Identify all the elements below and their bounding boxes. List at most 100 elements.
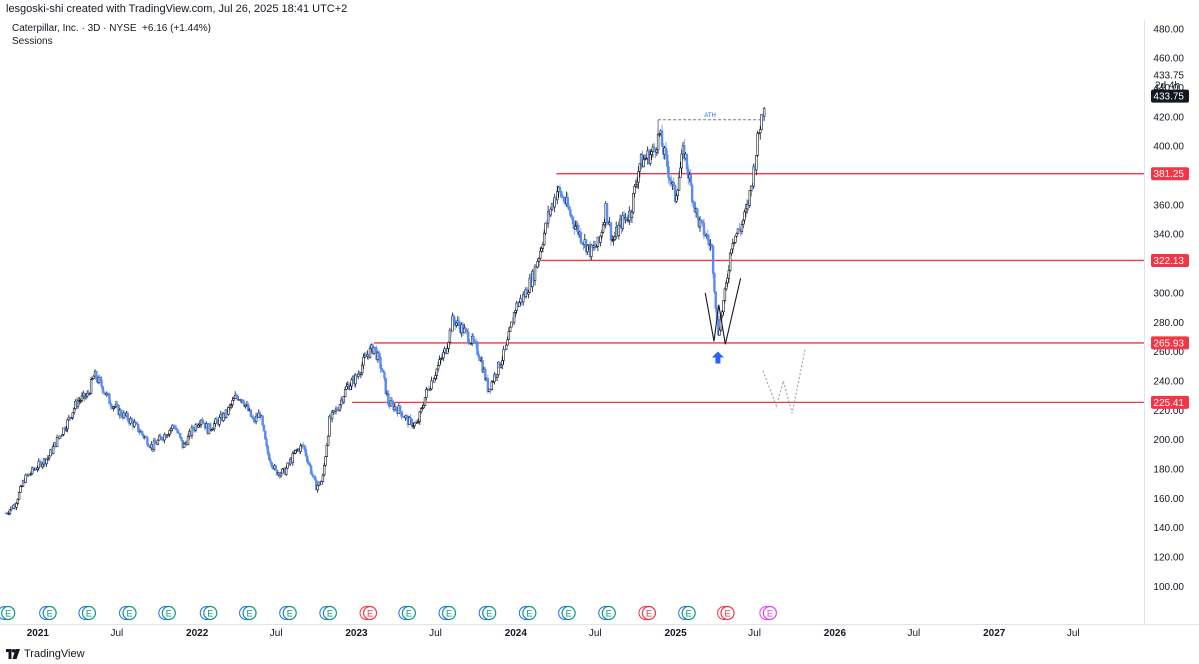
candle-body <box>265 438 268 447</box>
last-price-badge <box>1151 89 1189 103</box>
candle-body <box>439 358 442 361</box>
candle-body <box>336 408 339 411</box>
candle-body <box>469 342 473 345</box>
candle-body <box>349 385 352 390</box>
candle-body <box>723 288 727 301</box>
earnings-icon <box>681 605 696 621</box>
time-tick-label: 2023 <box>345 628 368 639</box>
symbol-title[interactable]: Caterpillar, Inc. · 3D · NYSE <box>12 23 137 34</box>
candle-body <box>21 480 25 487</box>
candle-body <box>537 257 541 262</box>
time-tick-label: Jul <box>589 628 602 639</box>
candle-body <box>418 411 421 422</box>
candle-body <box>603 222 606 226</box>
candle-body <box>214 418 217 424</box>
candle-body <box>120 409 123 417</box>
candle-body <box>698 219 702 228</box>
arrow-up-icon <box>711 351 724 364</box>
candle-body <box>718 329 721 336</box>
candle-body <box>95 371 98 380</box>
candle-body <box>491 381 495 383</box>
symbol-row: Caterpillar, Inc. · 3D · NYSE +6.16 (+1.… <box>12 22 211 35</box>
time-tick-label: Jul <box>110 628 123 639</box>
level-price-badge <box>1151 167 1189 181</box>
candle-body <box>168 430 171 435</box>
candle-body <box>673 184 677 202</box>
price-tick-label: 100.00 <box>1153 582 1184 593</box>
candle-body <box>728 252 732 271</box>
earnings-label: E <box>247 609 253 619</box>
sessions-indicator[interactable]: Sessions <box>12 36 53 47</box>
candle-body <box>566 197 569 208</box>
candle-body <box>493 374 496 383</box>
candle-body <box>198 423 202 426</box>
candle-body <box>626 219 630 222</box>
candle-body <box>313 475 317 481</box>
candle-body <box>577 225 580 235</box>
candle-body <box>305 455 309 462</box>
candle-body <box>484 368 487 381</box>
candle-body <box>605 203 609 222</box>
candle-body <box>235 394 238 397</box>
candle-body <box>595 246 598 248</box>
candle-body <box>7 513 10 515</box>
candle-body <box>525 289 529 295</box>
earnings-icon <box>1 605 16 621</box>
candle-body <box>304 448 308 457</box>
candle-body <box>67 416 71 421</box>
level-price-label: 322.13 <box>1153 256 1184 267</box>
chart-legend: Caterpillar, Inc. · 3D · NYSE +6.16 (+1.… <box>12 22 211 48</box>
candle-body <box>320 481 323 485</box>
candle-body <box>230 404 233 406</box>
candle-body <box>432 378 436 383</box>
price-tick-label: 200.00 <box>1153 435 1184 446</box>
earnings-label: E <box>446 609 452 619</box>
price-tick-label: 340.00 <box>1153 230 1184 241</box>
price-axis[interactable]: 100.00 120.00 140.00 160.00 180.00 200.00 220.… <box>1151 24 1189 593</box>
candle-body <box>70 417 73 419</box>
candle-body <box>417 421 420 423</box>
candle-body <box>501 360 504 366</box>
candle-body <box>241 399 245 404</box>
candle-body <box>666 154 669 168</box>
candle-body <box>211 428 215 431</box>
candle-body <box>292 452 296 455</box>
candle-body <box>140 430 144 435</box>
candle-body <box>696 208 699 218</box>
candle-body <box>80 395 84 401</box>
price-tick-label: 160.00 <box>1153 494 1184 505</box>
candle-body <box>442 351 445 359</box>
candle-body <box>748 190 751 206</box>
candle-body <box>558 187 562 192</box>
candle-body <box>228 405 232 408</box>
candle-body <box>130 418 133 421</box>
candle-body <box>490 381 494 391</box>
candle-body <box>447 342 450 349</box>
candle-body <box>83 392 86 399</box>
candle-body <box>553 197 556 208</box>
time-tick-label: Jul <box>1067 628 1080 639</box>
price-tick-label: 300.00 <box>1153 288 1184 299</box>
candle-body <box>714 291 717 309</box>
candle-body <box>438 359 441 366</box>
candle-body <box>20 485 23 488</box>
time-axis[interactable]: 2021 Jul 2022 Jul 2023 Jul 2024 Jul 2025 Jul 2026 J… <box>27 628 1080 639</box>
earnings-icon <box>81 605 97 621</box>
candle-body <box>435 368 439 376</box>
candle-body <box>270 462 274 468</box>
candle-body <box>702 222 706 236</box>
candle-body <box>100 379 103 387</box>
candle-body <box>383 371 386 379</box>
candle-body <box>76 400 80 407</box>
candle-body <box>72 408 76 414</box>
time-tick-label: 2027 <box>983 628 1006 639</box>
candle-body <box>738 228 741 231</box>
candle-body <box>178 433 182 438</box>
candle-body <box>590 244 593 257</box>
candle-body <box>497 361 500 376</box>
candle-body <box>328 415 331 437</box>
candle-body <box>380 367 384 371</box>
candle-body <box>99 376 102 381</box>
candle-body <box>175 428 178 431</box>
